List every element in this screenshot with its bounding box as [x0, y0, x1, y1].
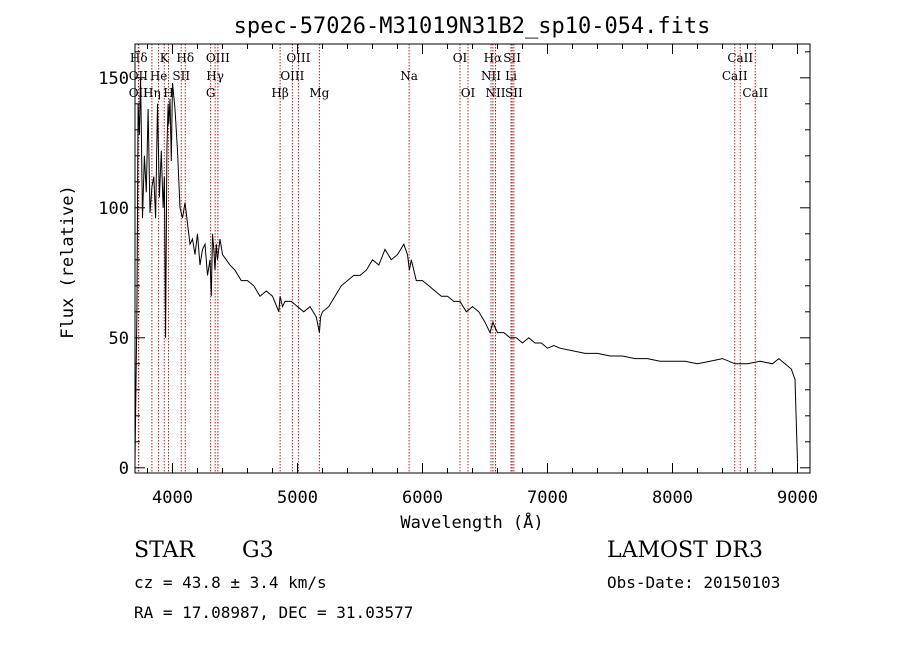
- line-marker-label: G: [206, 86, 216, 100]
- line-marker-label: Hη: [143, 86, 161, 100]
- line-marker-label: OII: [129, 86, 149, 100]
- x-axis-label: Wavelength (Å): [400, 511, 543, 533]
- x-tick-label: 9000: [777, 488, 818, 508]
- x-tick-label: 6000: [402, 488, 443, 508]
- y-tick-label: 150: [98, 69, 129, 89]
- line-marker-label: OI: [461, 86, 476, 100]
- line-marker-label: Hγ: [206, 69, 224, 83]
- line-marker-label: CaII: [742, 86, 768, 100]
- line-marker-label: OI: [453, 51, 468, 65]
- line-marker-label: He: [150, 69, 168, 83]
- line-marker-label: H: [163, 86, 173, 100]
- survey-name: LAMOST DR3: [607, 538, 763, 563]
- line-marker-label: OIII: [206, 51, 230, 65]
- x-tick-label: 5000: [277, 488, 318, 508]
- chart-title: spec-57026-M31019N31B2_sp10-054.fits: [234, 14, 711, 39]
- y-tick-label: 100: [98, 199, 129, 219]
- observation-date: Obs-Date: 20150103: [607, 573, 781, 592]
- line-marker-label: SII: [503, 51, 521, 65]
- x-tick-label: 8000: [652, 488, 693, 508]
- object-subclass: G3: [242, 538, 274, 563]
- plot-frame: [134, 43, 811, 474]
- y-axis-label: Flux (relative): [58, 185, 78, 339]
- line-marker-label: Li: [505, 69, 517, 83]
- line-marker-label: OIII: [286, 51, 310, 65]
- object-class: STAR: [134, 538, 195, 563]
- x-tick-label: 4000: [152, 488, 193, 508]
- axis-ticks: 4000 5000 6000 7000 8000 9000 0 50 100 150: [98, 44, 818, 508]
- x-tick-label: 7000: [527, 488, 568, 508]
- redshift-velocity: cz = 43.8 ± 3.4 km/s: [134, 573, 327, 592]
- line-marker-label: OII: [129, 69, 149, 83]
- line-marker-label: Mg: [309, 86, 329, 100]
- line-marker-label: NII: [481, 69, 501, 83]
- line-marker-label: Hα: [484, 51, 503, 65]
- line-marker-label: Na: [400, 69, 418, 83]
- line-marker-label: Hδ: [176, 51, 194, 65]
- y-tick-label: 50: [109, 329, 129, 349]
- line-marker-label: SII: [505, 86, 523, 100]
- line-marker-label: Hβ: [271, 86, 288, 100]
- line-marker-label: CaII: [727, 51, 753, 65]
- flux-series-line: [134, 77, 798, 463]
- coordinates: RA = 17.08987, DEC = 31.03577: [134, 603, 414, 622]
- line-marker-label: K: [160, 51, 170, 65]
- line-marker-label: OIII: [280, 69, 304, 83]
- line-marker-label: SII: [172, 69, 190, 83]
- line-marker-label: NII: [486, 86, 506, 100]
- y-tick-label: 0: [119, 459, 129, 479]
- line-marker-label: Hδ: [130, 51, 148, 65]
- line-marker-label: CaII: [722, 69, 748, 83]
